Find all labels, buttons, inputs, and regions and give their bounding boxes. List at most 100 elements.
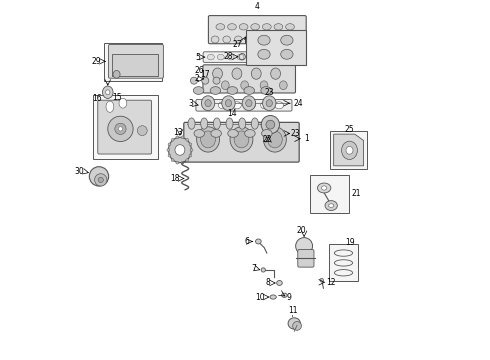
Ellipse shape [267,54,273,60]
FancyBboxPatch shape [298,249,314,267]
Ellipse shape [213,77,220,84]
Ellipse shape [266,100,272,107]
Text: 14: 14 [227,108,237,117]
Bar [245,30,305,65]
Ellipse shape [230,127,253,152]
Ellipse shape [219,102,227,109]
Ellipse shape [266,120,275,129]
Ellipse shape [201,131,216,148]
Ellipse shape [98,177,103,183]
Ellipse shape [226,118,233,129]
Ellipse shape [258,49,270,59]
Ellipse shape [169,137,192,163]
Ellipse shape [176,136,179,139]
FancyBboxPatch shape [108,44,163,78]
Text: 19: 19 [345,238,355,247]
Ellipse shape [242,96,256,111]
Ellipse shape [194,130,204,137]
Ellipse shape [293,321,301,330]
Ellipse shape [270,295,276,299]
Ellipse shape [346,147,353,154]
Ellipse shape [257,54,264,60]
Ellipse shape [276,54,283,60]
Ellipse shape [286,24,294,30]
Ellipse shape [239,24,248,30]
Text: 12: 12 [326,279,336,288]
Ellipse shape [237,54,244,60]
Ellipse shape [207,54,215,60]
Ellipse shape [211,130,221,137]
Bar [330,131,367,168]
Ellipse shape [263,24,271,30]
Text: 29: 29 [92,57,101,66]
Ellipse shape [167,149,170,152]
Text: 7: 7 [251,264,256,273]
Ellipse shape [281,36,289,43]
Text: 24: 24 [293,99,303,108]
Ellipse shape [232,68,242,79]
Ellipse shape [234,36,242,43]
FancyBboxPatch shape [203,52,297,62]
Text: 17: 17 [200,70,209,79]
Text: 6: 6 [245,237,249,246]
Text: 11: 11 [288,306,297,315]
Ellipse shape [233,102,241,109]
Ellipse shape [168,154,171,157]
Ellipse shape [205,100,211,107]
Ellipse shape [186,159,189,162]
Ellipse shape [223,36,231,43]
Ellipse shape [106,101,114,112]
Ellipse shape [251,118,258,129]
Ellipse shape [270,36,277,43]
Ellipse shape [228,130,238,137]
Text: 8: 8 [266,279,270,288]
Ellipse shape [246,102,255,109]
Ellipse shape [268,131,282,148]
Ellipse shape [251,68,261,79]
Ellipse shape [227,54,234,60]
Ellipse shape [119,127,122,131]
Ellipse shape [137,126,147,136]
Ellipse shape [227,87,238,94]
Text: 27: 27 [233,40,242,49]
Ellipse shape [95,174,107,186]
Ellipse shape [181,136,184,139]
Ellipse shape [245,130,255,137]
Ellipse shape [251,24,260,30]
Text: 3: 3 [188,99,193,108]
Ellipse shape [189,154,192,157]
Ellipse shape [277,280,282,285]
Ellipse shape [318,183,331,193]
Ellipse shape [245,100,252,107]
Text: 25: 25 [344,125,354,134]
Ellipse shape [113,71,120,78]
Ellipse shape [244,87,254,94]
Ellipse shape [281,35,293,45]
Ellipse shape [261,87,271,94]
Ellipse shape [175,145,185,155]
Text: 16: 16 [93,94,102,103]
FancyBboxPatch shape [184,122,299,162]
Ellipse shape [325,201,337,211]
Ellipse shape [261,116,279,134]
Ellipse shape [270,68,281,79]
Ellipse shape [186,138,189,141]
Ellipse shape [279,81,287,90]
Ellipse shape [262,130,272,137]
Text: 22: 22 [263,135,272,144]
Text: 13: 13 [173,128,183,137]
Ellipse shape [258,35,270,45]
Ellipse shape [201,96,215,111]
Ellipse shape [202,77,209,84]
Ellipse shape [168,143,171,146]
Text: 18: 18 [171,174,180,183]
Ellipse shape [281,49,293,59]
Text: 5: 5 [196,53,200,62]
Ellipse shape [176,161,179,164]
Ellipse shape [213,68,222,79]
Ellipse shape [204,102,213,109]
Ellipse shape [282,293,287,297]
Ellipse shape [190,149,193,152]
Ellipse shape [293,36,300,43]
Ellipse shape [222,96,235,111]
